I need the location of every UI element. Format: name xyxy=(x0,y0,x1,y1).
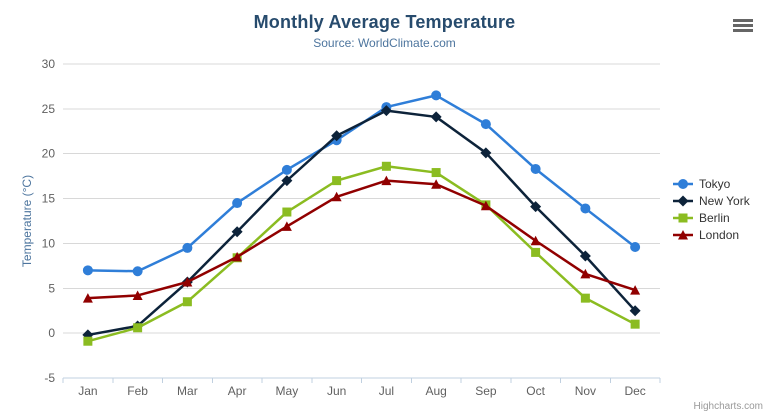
legend-label-tokyo: Tokyo xyxy=(699,177,731,191)
y-tick-label: 20 xyxy=(42,147,56,161)
legend-item-tokyo[interactable]: Tokyo xyxy=(672,176,750,192)
marker-new-york-may[interactable] xyxy=(281,175,293,187)
legend-marker-shape-new-york xyxy=(677,195,689,207)
legend: Tokyo New York Berlin London xyxy=(672,176,750,244)
marker-london-nov[interactable] xyxy=(580,268,591,279)
hamburger-menu-icon xyxy=(733,28,753,32)
marker-london-jan[interactable] xyxy=(82,293,93,303)
marker-berlin-oct[interactable] xyxy=(531,247,541,257)
marker-new-york-sep[interactable] xyxy=(480,147,492,159)
y-tick-label: 25 xyxy=(42,102,56,116)
marker-tokyo-dec[interactable] xyxy=(630,242,641,253)
marker-tokyo-jan[interactable] xyxy=(82,265,93,276)
x-axis-label: May xyxy=(276,384,299,398)
series-line-london xyxy=(86,179,637,300)
chart-subtitle: Source: WorldClimate.com xyxy=(313,36,456,50)
series-london xyxy=(82,175,641,303)
marker-berlin-jun[interactable] xyxy=(332,176,342,186)
y-tick-label: 5 xyxy=(48,281,55,295)
marker-berlin-feb[interactable] xyxy=(133,323,143,333)
marker-london-aug[interactable] xyxy=(431,179,442,189)
x-axis-label: Jun xyxy=(327,384,346,398)
marker-tokyo-may[interactable] xyxy=(281,164,292,175)
marker-tokyo-apr[interactable] xyxy=(232,198,243,209)
series-line-tokyo xyxy=(86,94,637,273)
marker-london-feb[interactable] xyxy=(132,290,143,300)
marker-berlin-jul[interactable] xyxy=(381,161,391,171)
y-tick-label: 0 xyxy=(48,326,55,340)
x-axis-label: Jan xyxy=(78,384,97,398)
marker-tokyo-mar[interactable] xyxy=(182,242,193,253)
legend-label-berlin: Berlin xyxy=(699,211,730,225)
chart-title: Monthly Average Temperature xyxy=(253,12,516,32)
marker-london-dec[interactable] xyxy=(630,285,641,295)
hamburger-menu-icon xyxy=(733,18,753,22)
series-berlin xyxy=(83,161,640,346)
x-axis-label: Jul xyxy=(379,384,394,398)
y-tick-label: -5 xyxy=(44,371,55,385)
legend-label-london: London xyxy=(699,228,740,242)
x-axis-label: Mar xyxy=(177,384,198,398)
marker-london-apr[interactable] xyxy=(232,251,243,262)
y-tick-label: 30 xyxy=(42,57,56,71)
x-axis-label: Oct xyxy=(526,384,545,398)
marker-berlin-mar[interactable] xyxy=(182,297,192,307)
marker-tokyo-feb[interactable] xyxy=(132,266,143,277)
hamburger-menu-icon xyxy=(733,23,753,27)
y-tick-label: 15 xyxy=(42,192,56,206)
marker-london-jul[interactable] xyxy=(381,175,392,186)
marker-new-york-aug[interactable] xyxy=(430,111,442,123)
series-line-berlin xyxy=(86,165,637,343)
marker-new-york-dec[interactable] xyxy=(629,305,641,317)
marker-new-york-jun[interactable] xyxy=(331,130,343,142)
x-axis-label: Apr xyxy=(228,384,247,398)
marker-tokyo-nov[interactable] xyxy=(580,203,591,214)
marker-berlin-dec[interactable] xyxy=(630,319,640,329)
marker-new-york-jul[interactable] xyxy=(380,105,392,117)
legend-marker-london xyxy=(673,230,693,240)
series-line-new-york xyxy=(86,109,637,337)
legend-item-new-york[interactable]: New York xyxy=(672,193,750,209)
marker-berlin-nov[interactable] xyxy=(580,293,590,303)
export-menu-button[interactable] xyxy=(731,15,755,35)
marker-london-oct[interactable] xyxy=(530,235,541,246)
marker-tokyo-oct[interactable] xyxy=(530,163,541,174)
legend-item-london[interactable]: London xyxy=(672,227,750,243)
marker-tokyo-aug[interactable] xyxy=(431,90,442,101)
marker-tokyo-sep[interactable] xyxy=(480,119,491,130)
x-axis-label: Sep xyxy=(475,384,497,398)
legend-item-berlin[interactable]: Berlin xyxy=(672,210,750,226)
marker-london-jun[interactable] xyxy=(331,191,342,202)
marker-berlin-may[interactable] xyxy=(282,207,292,217)
marker-new-york-nov[interactable] xyxy=(579,250,591,262)
marker-new-york-oct[interactable] xyxy=(530,201,542,213)
marker-berlin-aug[interactable] xyxy=(431,168,441,178)
x-axis-label: Aug xyxy=(425,384,446,398)
marker-london-sep[interactable] xyxy=(480,200,491,211)
credits-link[interactable]: Highcharts.com xyxy=(693,401,763,412)
x-axis-label: Dec xyxy=(624,384,645,398)
y-tick-label: 10 xyxy=(42,236,56,250)
series-tokyo xyxy=(82,90,641,277)
legend-marker-shape-berlin xyxy=(678,213,688,223)
x-axis-label: Feb xyxy=(127,384,148,398)
marker-london-may[interactable] xyxy=(281,221,292,231)
legend-label-new-york: New York xyxy=(699,194,750,208)
marker-london-mar[interactable] xyxy=(182,277,193,287)
legend-marker-shape-london xyxy=(678,230,688,240)
legend-marker-tokyo xyxy=(673,179,693,189)
marker-berlin-jan[interactable] xyxy=(83,336,93,346)
marker-new-york-apr[interactable] xyxy=(231,226,243,238)
x-axis-label: Nov xyxy=(575,384,596,398)
legend-marker-new-york xyxy=(673,195,693,207)
legend-marker-shape-tokyo xyxy=(678,179,688,189)
legend-marker-berlin xyxy=(673,213,693,223)
series-new-york xyxy=(82,105,641,341)
